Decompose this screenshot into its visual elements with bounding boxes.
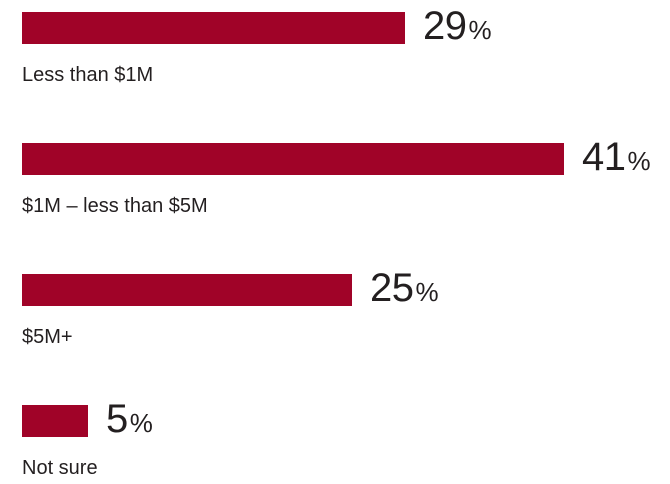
data-label: 41%	[582, 131, 651, 183]
data-label-suffix: %	[627, 146, 651, 176]
category-label: $5M+	[22, 326, 73, 348]
category-label: $1M – less than $5M	[22, 195, 208, 217]
data-label-value: 29	[423, 4, 467, 48]
data-label-value: 25	[370, 266, 414, 310]
bar-row: 5% Not sure	[22, 393, 662, 483]
category-label: Less than $1M	[22, 64, 154, 86]
bar-row: 29% Less than $1M	[22, 0, 662, 90]
data-label-suffix: %	[129, 408, 153, 438]
bar-line: 41%	[22, 131, 662, 183]
bar-line: 5%	[22, 393, 662, 445]
data-label-value: 41	[582, 135, 626, 179]
bar	[22, 274, 352, 306]
bar	[22, 143, 564, 175]
bar-row: 41% $1M – less than $5M	[22, 131, 662, 221]
data-label: 29%	[423, 0, 492, 52]
data-label-value: 5	[106, 397, 128, 441]
data-label-suffix: %	[468, 15, 492, 45]
bar-row: 25% $5M+	[22, 262, 662, 352]
data-label-suffix: %	[415, 277, 439, 307]
data-label: 25%	[370, 262, 439, 314]
data-label: 5%	[106, 393, 153, 445]
category-label: Not sure	[22, 457, 98, 479]
bar	[22, 405, 88, 437]
bar	[22, 12, 405, 44]
bar-line: 25%	[22, 262, 662, 314]
bar-line: 29%	[22, 0, 662, 52]
